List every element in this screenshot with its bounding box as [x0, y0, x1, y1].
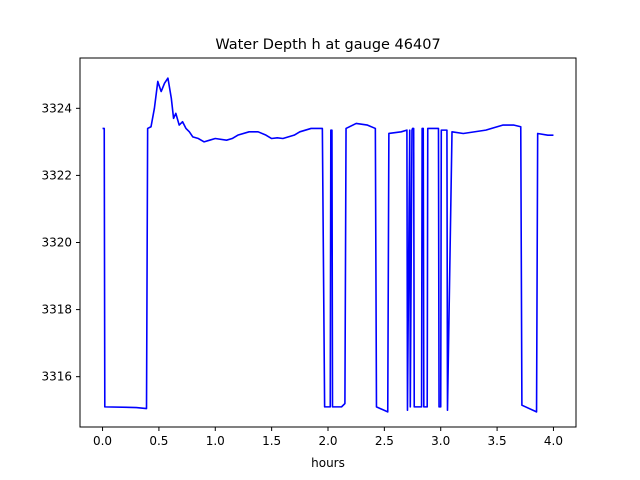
x-tick-label: 3.5: [488, 434, 507, 448]
x-axis-ticks: 0.0 0.5 1.0 1.5 2.0 2.5 3.0 3.5 4.0: [93, 427, 563, 448]
x-tick-label: 2.0: [318, 434, 337, 448]
y-tick-label: 3316: [41, 370, 72, 384]
x-tick-label: 1.0: [206, 434, 225, 448]
x-tick-label: 0.0: [93, 434, 112, 448]
plot-area: [102, 77, 554, 413]
y-tick-label: 3324: [41, 101, 72, 115]
x-tick-label: 3.0: [431, 434, 450, 448]
y-axis-ticks: 3316 3318 3320 3322 3324: [41, 101, 80, 384]
chart-title: Water Depth h at gauge 46407: [215, 37, 440, 53]
y-tick-label: 3320: [41, 236, 72, 250]
y-tick-label: 3322: [41, 168, 72, 182]
y-tick-label: 3318: [41, 303, 72, 317]
x-tick-label: 4.0: [544, 434, 563, 448]
x-tick-label: 0.5: [149, 434, 168, 448]
x-axis-label: hours: [311, 456, 345, 470]
series-line: [102, 77, 554, 413]
x-tick-label: 2.5: [375, 434, 394, 448]
x-tick-label: 1.5: [262, 434, 281, 448]
plot-frame: [79, 57, 577, 428]
